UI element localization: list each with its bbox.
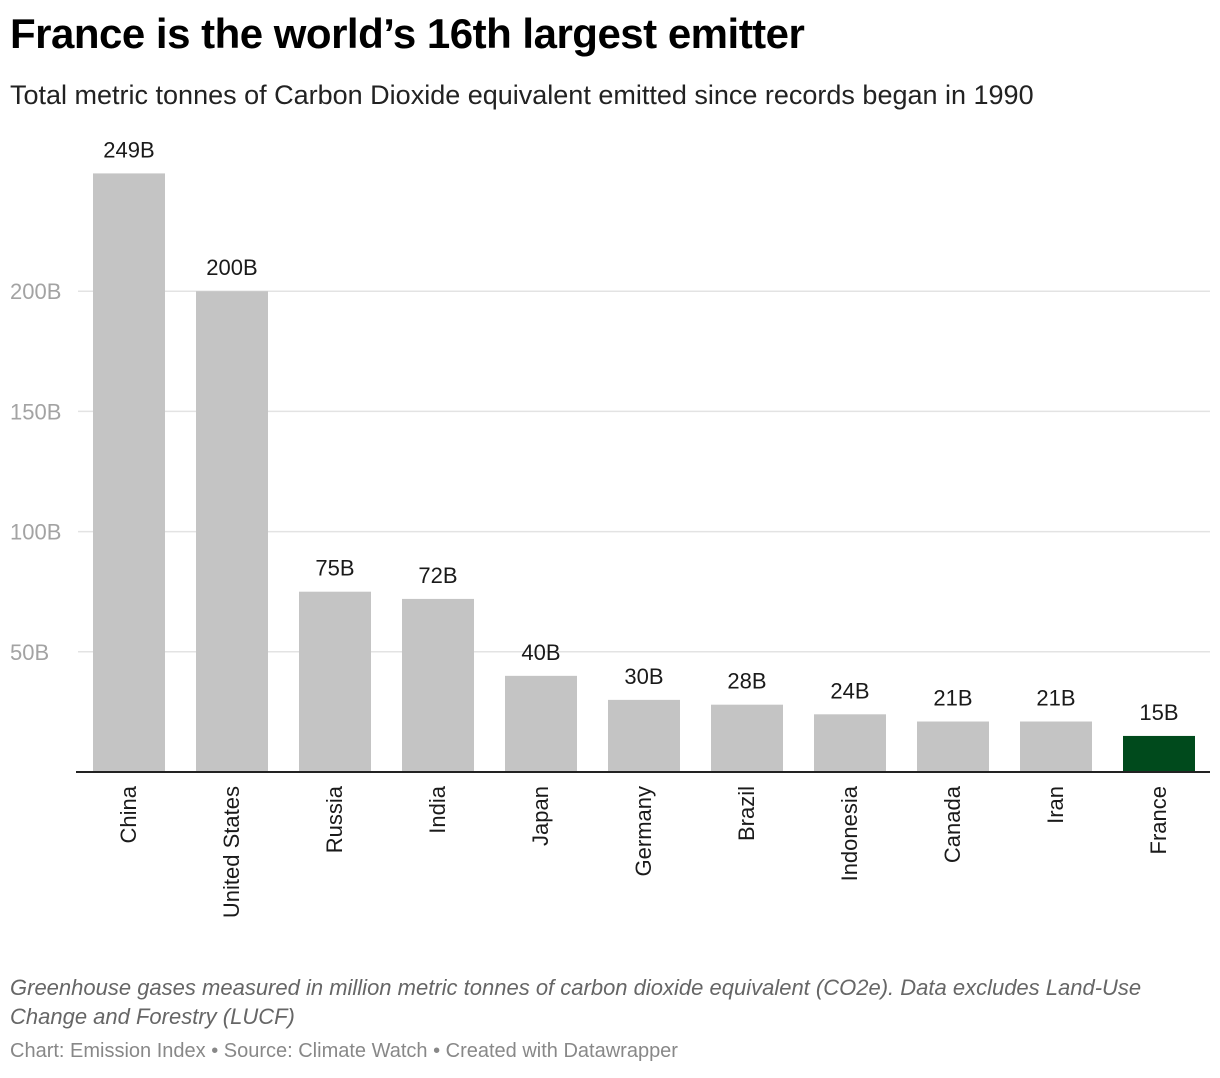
bar-value-label: 24B: [830, 678, 869, 703]
bar-value-label: 28B: [727, 669, 766, 694]
bar: [505, 675, 577, 772]
x-tick-label: Brazil: [734, 786, 759, 841]
bar-value-label: 40B: [521, 640, 560, 665]
bar-value-label: 21B: [933, 686, 972, 711]
bar: [814, 714, 886, 772]
x-tick-label: Japan: [528, 786, 553, 846]
x-tick-label: India: [425, 785, 450, 833]
x-tick-label: France: [1146, 786, 1171, 854]
bar-value-label: 72B: [418, 563, 457, 588]
x-tick-label: Iran: [1043, 786, 1068, 824]
y-tick-label: 50B: [10, 640, 49, 665]
chart-notes: Greenhouse gases measured in million met…: [10, 975, 1142, 1029]
bar: [917, 721, 989, 772]
y-tick-label: 150B: [10, 399, 61, 424]
bar: [1020, 721, 1092, 772]
chart-source-line: Chart: Emission Index • Source: Climate …: [10, 1040, 678, 1062]
gridlines: 50B 100B 150B 200B: [10, 279, 1210, 665]
bar: [402, 598, 474, 772]
bar: [608, 699, 680, 772]
bar: [1123, 735, 1195, 772]
y-tick-label: 100B: [10, 520, 61, 545]
category-labels: China United States Russia India Japan German…: [116, 785, 1171, 918]
bar: [93, 173, 165, 772]
chart-title: France is the world’s 16th largest emitt…: [10, 10, 805, 57]
y-tick-label: 200B: [10, 279, 61, 304]
bar-value-label: 15B: [1139, 700, 1178, 725]
x-tick-label: China: [116, 785, 141, 843]
x-tick-label: United States: [219, 786, 244, 918]
bar: [299, 591, 371, 772]
bar: [196, 291, 268, 772]
bar-value-label: 21B: [1036, 686, 1075, 711]
bar-value-label: 75B: [315, 556, 354, 581]
bar-value-label: 30B: [624, 664, 663, 689]
bar-value-label: 200B: [206, 255, 257, 280]
bars: [93, 173, 1195, 772]
x-tick-label: Russia: [322, 785, 347, 853]
bar: [711, 704, 783, 772]
value-labels: 249B 200B 75B 72B 40B 30B 28B 24B 21B 21B 15B: [103, 137, 1178, 725]
bar-value-label: 249B: [103, 137, 154, 162]
x-tick-label: Canada: [940, 785, 965, 863]
x-tick-label: Germany: [631, 786, 656, 876]
chart-subtitle: Total metric tonnes of Carbon Dioxide eq…: [10, 80, 1034, 110]
x-tick-label: Indonesia: [837, 785, 862, 881]
